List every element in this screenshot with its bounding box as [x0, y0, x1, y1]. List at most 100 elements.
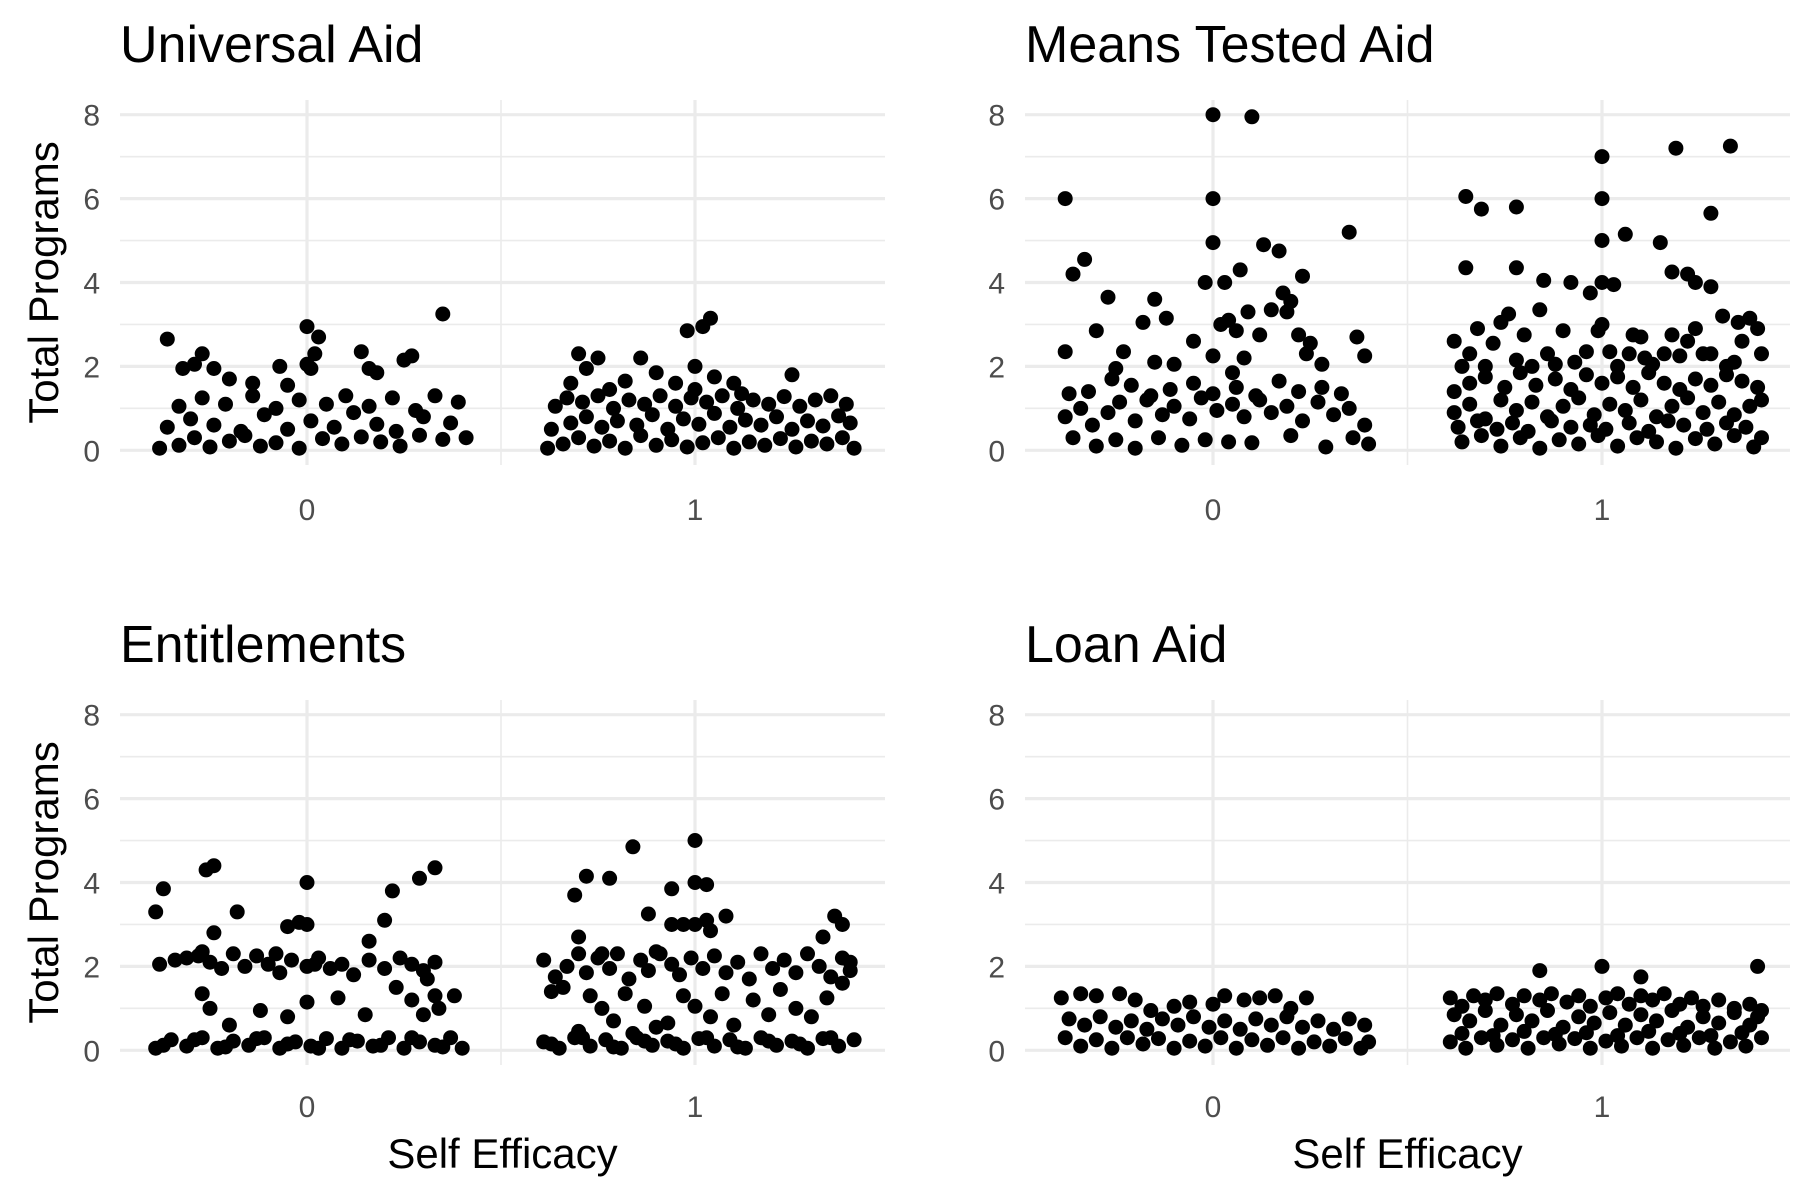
- y-tick-label: 0: [988, 435, 1005, 468]
- data-point: [272, 965, 288, 981]
- data-point: [194, 986, 210, 1002]
- data-point: [679, 439, 695, 455]
- data-point: [1691, 1030, 1707, 1046]
- data-point: [369, 416, 385, 432]
- x-tick-label: 1: [1594, 1091, 1611, 1124]
- data-point: [555, 436, 571, 452]
- data-point: [318, 396, 334, 412]
- data-point: [1547, 1026, 1563, 1042]
- data-point: [842, 954, 858, 970]
- data-point: [1516, 988, 1532, 1004]
- data-point: [1649, 1013, 1664, 1029]
- data-point: [221, 433, 237, 449]
- data-point: [1477, 1003, 1493, 1018]
- data-point: [633, 952, 649, 968]
- data-point: [396, 1040, 412, 1056]
- data-point: [1703, 205, 1719, 221]
- data-point: [1295, 268, 1310, 284]
- data-point: [1664, 1003, 1680, 1018]
- data-point: [1197, 432, 1213, 448]
- data-point: [1454, 358, 1470, 374]
- data-point: [609, 413, 625, 429]
- data-point: [1217, 275, 1233, 290]
- data-point: [571, 929, 587, 945]
- data-point: [1260, 1037, 1275, 1053]
- data-point: [252, 438, 268, 454]
- data-point: [1466, 988, 1482, 1004]
- data-point: [1730, 314, 1746, 330]
- panel-title: Means Tested Aid: [1025, 16, 1435, 74]
- data-point: [590, 350, 606, 366]
- data-point: [206, 925, 222, 941]
- data-point: [621, 971, 637, 987]
- y-tick-label: 8: [83, 100, 100, 133]
- data-point: [431, 1000, 447, 1016]
- data-point: [1236, 992, 1252, 1008]
- data-point: [443, 415, 459, 431]
- data-point: [1205, 107, 1221, 123]
- data-point: [1147, 291, 1163, 307]
- data-point: [1633, 988, 1649, 1004]
- data-point: [1540, 1003, 1555, 1018]
- data-point: [1314, 379, 1330, 395]
- data-point: [1442, 1034, 1458, 1050]
- data-point: [687, 358, 703, 374]
- data-point: [578, 868, 594, 884]
- data-point: [1489, 986, 1505, 1002]
- data-point: [1298, 990, 1314, 1006]
- data-point: [404, 1030, 420, 1046]
- data-point: [427, 860, 443, 876]
- data-point: [1271, 373, 1287, 389]
- data-point: [788, 439, 804, 455]
- y-tick-label: 2: [988, 351, 1005, 384]
- data-point: [315, 431, 330, 447]
- data-point: [687, 833, 703, 848]
- data-point: [1695, 998, 1711, 1014]
- x-axis-title: Self Efficacy: [387, 1130, 617, 1177]
- data-point: [753, 417, 769, 433]
- data-point: [1186, 333, 1201, 349]
- data-point: [1450, 419, 1466, 435]
- data-point: [1205, 191, 1221, 207]
- data-point: [730, 1039, 746, 1055]
- data-point: [1341, 224, 1357, 240]
- data-point: [155, 1037, 171, 1053]
- data-point: [683, 950, 699, 966]
- data-point: [648, 944, 664, 960]
- y-tick-label: 0: [988, 1035, 1005, 1068]
- data-point: [1582, 1040, 1598, 1056]
- data-point: [834, 430, 850, 446]
- data-point: [1116, 344, 1131, 360]
- data-point: [303, 413, 319, 429]
- data-point: [594, 1000, 610, 1016]
- data-point: [155, 881, 171, 897]
- data-point: [1108, 1019, 1124, 1035]
- data-point: [846, 1032, 862, 1048]
- data-point: [1629, 1030, 1645, 1046]
- data-point: [1123, 377, 1139, 393]
- data-point: [1135, 314, 1151, 330]
- x-tick-label: 0: [299, 1091, 316, 1124]
- data-point: [334, 956, 350, 972]
- data-point: [1633, 1007, 1649, 1023]
- data-point: [1088, 438, 1104, 454]
- data-point: [1547, 356, 1563, 372]
- data-point: [373, 1037, 389, 1053]
- panel-title: Universal Aid: [120, 16, 423, 74]
- data-point: [377, 912, 393, 928]
- data-point: [842, 415, 858, 431]
- data-point: [811, 958, 827, 974]
- data-point: [1473, 428, 1489, 444]
- data-point: [1578, 344, 1594, 360]
- data-point: [1357, 1017, 1373, 1033]
- data-point: [311, 329, 327, 345]
- data-point: [1617, 226, 1633, 242]
- data-point: [807, 392, 823, 408]
- data-point: [1625, 327, 1641, 343]
- data-point: [152, 440, 168, 456]
- data-point: [148, 904, 164, 920]
- data-point: [1711, 394, 1727, 410]
- data-point: [1341, 1011, 1357, 1027]
- data-point: [741, 971, 757, 987]
- data-point: [1617, 1017, 1633, 1033]
